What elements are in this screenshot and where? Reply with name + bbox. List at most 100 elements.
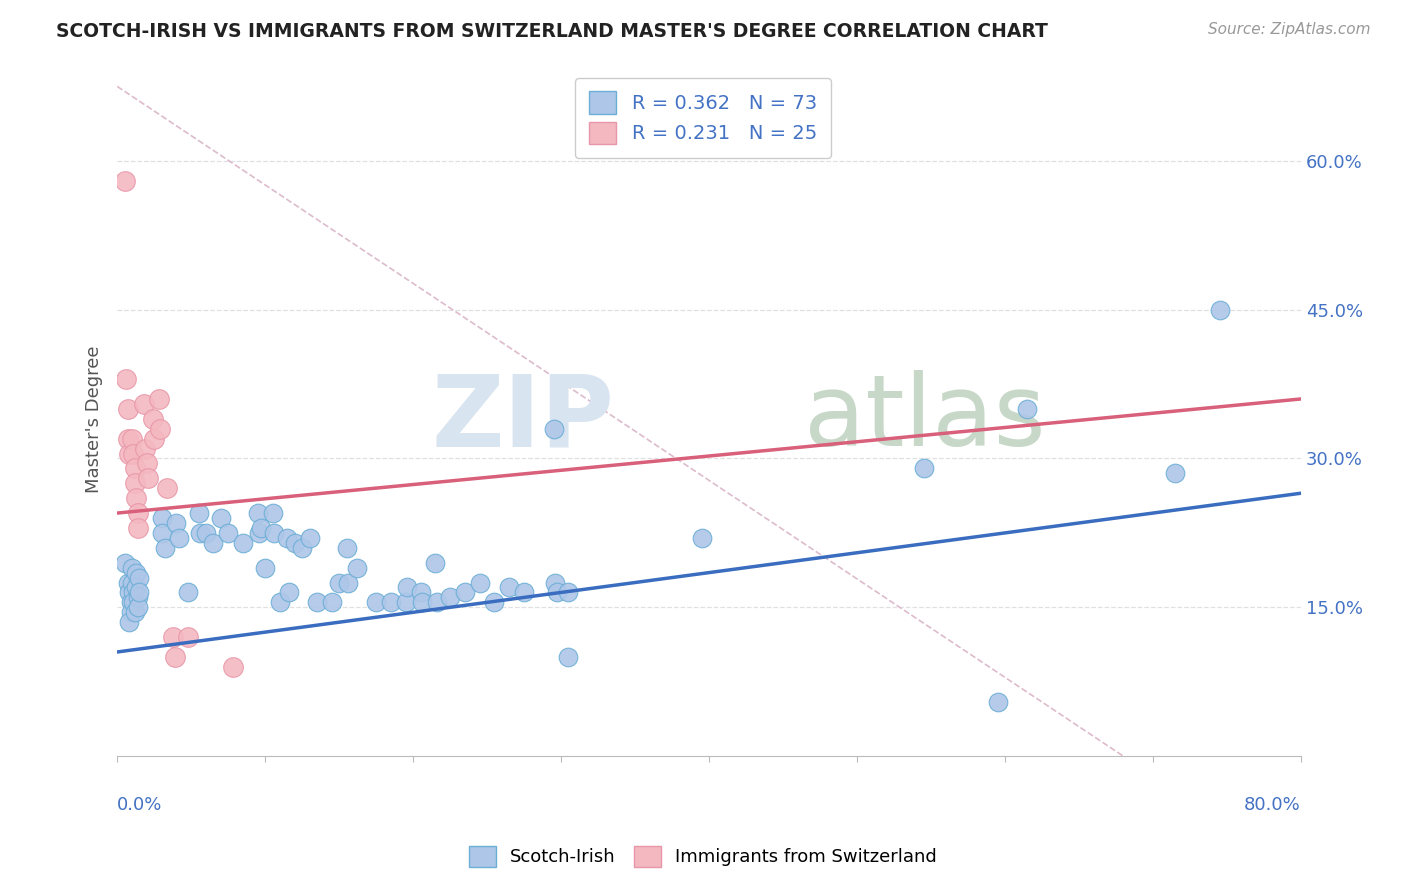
Point: [202, 536, 225, 550]
Point: [149, 422, 172, 436]
Point: [114, 556, 136, 570]
Text: atlas: atlas: [804, 370, 1046, 467]
Point: [328, 575, 350, 590]
Legend: R = 0.362   N = 73, R = 0.231   N = 25: R = 0.362 N = 73, R = 0.231 N = 25: [575, 78, 831, 158]
Point: [395, 595, 418, 609]
Point: [125, 566, 148, 580]
Point: [269, 595, 291, 609]
Point: [337, 575, 360, 590]
Point: [188, 525, 211, 540]
Point: [409, 585, 432, 599]
Point: [135, 457, 157, 471]
Point: [987, 695, 1010, 709]
Point: [121, 575, 143, 590]
Point: [246, 506, 269, 520]
Point: [454, 585, 477, 599]
Point: [124, 476, 146, 491]
Y-axis label: Master's Degree: Master's Degree: [86, 345, 103, 492]
Point: [543, 422, 565, 436]
Point: [305, 595, 328, 609]
Text: Source: ZipAtlas.com: Source: ZipAtlas.com: [1208, 22, 1371, 37]
Point: [150, 525, 173, 540]
Point: [557, 649, 579, 664]
Point: [321, 595, 343, 609]
Point: [298, 531, 321, 545]
Point: [544, 575, 567, 590]
Point: [284, 536, 307, 550]
Point: [187, 506, 209, 520]
Point: [124, 461, 146, 475]
Point: [128, 585, 150, 599]
Point: [125, 581, 148, 595]
Point: [209, 511, 232, 525]
Point: [122, 446, 145, 460]
Point: [132, 397, 155, 411]
Point: [247, 525, 270, 540]
Point: [117, 432, 139, 446]
Point: [114, 174, 136, 188]
Point: [115, 372, 138, 386]
Legend: Scotch-Irish, Immigrants from Switzerland: Scotch-Irish, Immigrants from Switzerlan…: [461, 838, 945, 874]
Point: [1164, 467, 1187, 481]
Point: [142, 412, 165, 426]
Point: [134, 442, 156, 456]
Point: [177, 585, 200, 599]
Point: [366, 595, 388, 609]
Point: [177, 630, 200, 644]
Text: ZIP: ZIP: [432, 370, 614, 467]
Point: [127, 521, 149, 535]
Point: [136, 471, 159, 485]
Point: [221, 660, 243, 674]
Point: [121, 560, 143, 574]
Point: [277, 585, 299, 599]
Point: [122, 585, 145, 599]
Point: [411, 595, 433, 609]
Point: [165, 516, 187, 530]
Point: [127, 506, 149, 520]
Point: [120, 605, 142, 619]
Point: [1208, 302, 1230, 317]
Point: [118, 615, 141, 630]
Point: [335, 541, 357, 555]
Point: [217, 525, 239, 540]
Point: [1017, 401, 1039, 416]
Point: [291, 541, 314, 555]
Text: SCOTCH-IRISH VS IMMIGRANTS FROM SWITZERLAND MASTER'S DEGREE CORRELATION CHART: SCOTCH-IRISH VS IMMIGRANTS FROM SWITZERL…: [56, 22, 1047, 41]
Point: [194, 525, 217, 540]
Point: [153, 541, 176, 555]
Point: [125, 491, 148, 506]
Point: [143, 432, 166, 446]
Point: [118, 446, 141, 460]
Point: [121, 432, 143, 446]
Point: [122, 595, 145, 609]
Point: [380, 595, 402, 609]
Point: [426, 595, 449, 609]
Point: [162, 630, 184, 644]
Point: [346, 560, 368, 574]
Point: [169, 531, 191, 545]
Text: 0.0%: 0.0%: [117, 796, 163, 814]
Point: [439, 591, 461, 605]
Point: [468, 575, 491, 590]
Point: [117, 401, 139, 416]
Point: [396, 581, 419, 595]
Point: [127, 600, 149, 615]
Point: [262, 506, 284, 520]
Point: [118, 585, 141, 599]
Point: [124, 605, 146, 619]
Point: [120, 595, 142, 609]
Point: [513, 585, 536, 599]
Point: [163, 649, 186, 664]
Text: 80.0%: 80.0%: [1244, 796, 1301, 814]
Point: [254, 560, 277, 574]
Point: [232, 536, 254, 550]
Point: [150, 511, 173, 525]
Point: [263, 525, 285, 540]
Point: [249, 521, 271, 535]
Point: [546, 585, 568, 599]
Point: [276, 531, 298, 545]
Point: [127, 591, 149, 605]
Point: [912, 461, 935, 475]
Point: [117, 575, 139, 590]
Point: [425, 556, 447, 570]
